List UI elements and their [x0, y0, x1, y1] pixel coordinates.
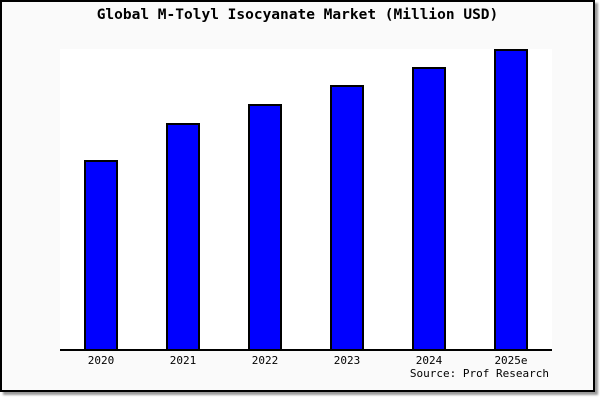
chart-title: Global M-Tolyl Isocyanate Market (Millio…	[96, 7, 499, 23]
bar-2023	[330, 85, 364, 349]
bar-2021	[166, 123, 200, 349]
bar-2022	[248, 104, 282, 349]
source-note: Source: Prof Research	[409, 367, 549, 380]
x-tick-label-2020: 2020	[87, 354, 115, 367]
x-tick-label-2022: 2022	[251, 354, 279, 367]
bar-2024	[412, 67, 446, 349]
bar-2025e	[494, 49, 528, 349]
x-axis-line	[60, 349, 552, 351]
x-tick-label-2021: 2021	[169, 354, 197, 367]
x-tick-label-2023: 2023	[333, 354, 361, 367]
x-tick-label-2025e: 2025e	[494, 354, 528, 367]
x-tick-label-2024: 2024	[415, 354, 443, 367]
bar-2020	[84, 160, 118, 349]
plot-area	[60, 49, 552, 349]
